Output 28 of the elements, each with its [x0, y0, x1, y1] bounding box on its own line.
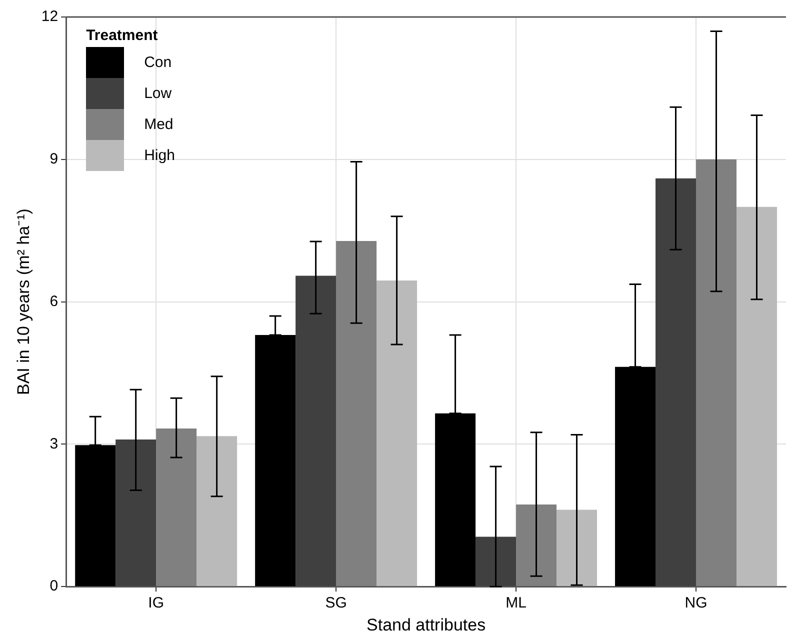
x-tick-label: NG: [684, 594, 708, 612]
legend-title: Treatment: [86, 27, 159, 44]
x-tick-label: IG: [148, 594, 164, 612]
x-tick-label: SG: [325, 594, 347, 612]
bar: [296, 276, 336, 586]
bar: [736, 206, 777, 586]
y-axis-title: BAI in 10 years (m² ha⁻¹): [14, 208, 33, 396]
bar: [336, 241, 377, 586]
bar: [656, 178, 696, 586]
bar: [696, 159, 737, 586]
y-tick-label: 0: [50, 578, 58, 595]
bar: [476, 536, 516, 586]
legend-label: Con: [144, 54, 172, 71]
bar: [196, 436, 238, 586]
y-tick-label: 9: [50, 150, 58, 168]
legend-label: High: [144, 147, 175, 164]
bar: [116, 439, 156, 586]
bar: [376, 280, 418, 586]
bar: [556, 510, 598, 586]
y-tick-label: 6: [50, 292, 58, 310]
bar: [516, 504, 557, 586]
legend-label: Low: [144, 85, 172, 102]
x-axis-title: Stand attributes: [366, 615, 486, 634]
y-tick-label: 3: [50, 435, 58, 452]
legend-label: Med: [144, 116, 174, 133]
bar: [156, 428, 197, 586]
x-tick-label: ML: [506, 594, 526, 612]
y-tick-label: 12: [41, 8, 58, 26]
